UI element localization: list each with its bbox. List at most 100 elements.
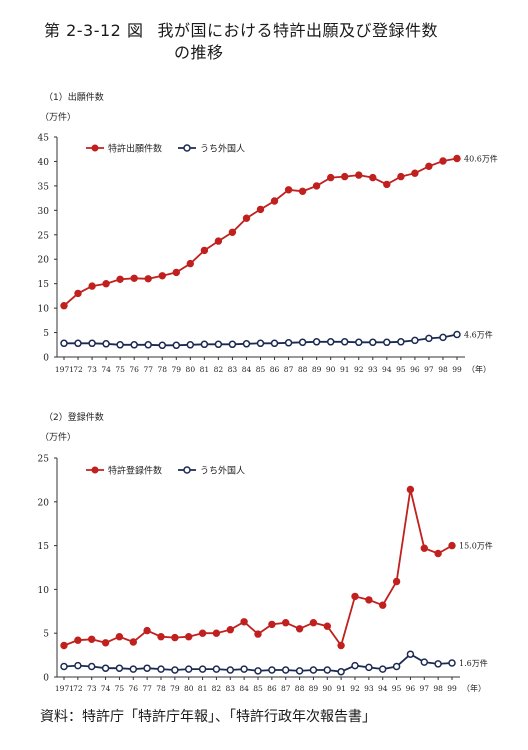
chart1-series-1-point xyxy=(228,228,237,237)
chart2-series-2-point xyxy=(351,661,359,670)
chart1-series-1-point xyxy=(172,268,181,277)
chart1-series-1-point xyxy=(116,275,124,283)
chart1-xtick-label: 77 xyxy=(143,365,153,374)
chart2-series-2-point xyxy=(240,665,248,673)
chart1-xtick-label: 98 xyxy=(438,365,448,374)
chart2-series-2-point xyxy=(378,665,387,673)
chart2-series-1-point xyxy=(323,622,331,630)
chart2-series-2-point xyxy=(365,663,373,672)
chart2-legend-1-label: 特許登録件数 xyxy=(108,465,162,477)
chart2-series-1-point xyxy=(448,541,456,550)
chart2-series-2-point xyxy=(392,662,401,671)
chart2-xtick-label: 97 xyxy=(420,684,430,693)
figure-title-line2: の推移 xyxy=(174,43,224,62)
chart2-series-1-point xyxy=(392,577,401,586)
chart2-series-2-point xyxy=(434,660,442,668)
chart1-xtick-label: 99 xyxy=(452,365,462,374)
chart2-series-2-point xyxy=(87,662,96,671)
chart1-ytick-label: 30 xyxy=(38,207,50,217)
chart1-series-1-point xyxy=(74,289,82,298)
chart2-series-1-point xyxy=(351,592,359,601)
chart1-series-2-point xyxy=(340,338,349,346)
chart1-series-2-point xyxy=(214,340,223,349)
chart1-xtick-label: 79 xyxy=(172,365,182,374)
chart1-xtick-label: 95 xyxy=(396,365,406,374)
figure-title: 第 2-3-12 図我が国における特許出願及び登録件数 の推移 xyxy=(44,20,504,64)
chart1-series-1-point xyxy=(439,157,447,165)
chart2-xtick-label: 94 xyxy=(378,684,388,693)
chart1-series-2-point xyxy=(144,341,152,349)
chart2-series-1-point xyxy=(365,596,373,604)
chart1-series-1-point xyxy=(186,259,195,268)
chart1-series-2-point xyxy=(102,340,110,348)
chart2-legend-1-marker xyxy=(91,466,99,474)
chart1-ytick-label: 25 xyxy=(38,231,50,241)
chart1-xtick-label: 74 xyxy=(101,365,111,374)
chart1-xtick-label: 92 xyxy=(354,365,364,374)
chart2-series-1-point xyxy=(129,638,138,646)
chart2-xtick-label: 86 xyxy=(267,684,277,693)
chart2-xtick-label: 75 xyxy=(115,684,125,693)
chart2-series-1-point xyxy=(115,633,124,641)
chart2-series-2-point xyxy=(60,662,68,671)
chart2-series-1-end-label: 15.0万件 xyxy=(459,541,493,551)
chart2-xtick-label: 91 xyxy=(336,684,346,693)
chart1-series-2-end-label: 4.6万件 xyxy=(464,330,493,340)
chart1-ytick-label: 0 xyxy=(43,354,49,364)
chart1-xtick-label: 73 xyxy=(87,365,97,374)
chart2-series-2-point xyxy=(254,667,262,675)
chart1-series-2-point xyxy=(186,341,195,349)
chart2-series-1-point xyxy=(282,619,290,627)
chart1-series-1-point xyxy=(298,187,307,196)
chart2-series-2-point xyxy=(157,665,165,673)
chart2-xtick-label: 1971 xyxy=(55,684,74,693)
chart1-xtick-label: 93 xyxy=(368,365,378,374)
chart1-series-1-point xyxy=(284,186,293,194)
chart1-series-2-point xyxy=(116,341,124,349)
chart1-xtick-label: 89 xyxy=(312,365,322,374)
chart1-series-2-point xyxy=(411,336,419,345)
chart1-series-1-point xyxy=(242,214,251,222)
chart2-series-1-point xyxy=(434,549,442,558)
chart1-series-1-point xyxy=(411,169,419,177)
chart1-xtick-label: 75 xyxy=(115,365,125,374)
chart2-xtick-label: 96 xyxy=(406,684,416,693)
chart1-series-2-point xyxy=(270,339,279,348)
chart1-ytick-label: 40 xyxy=(38,158,50,168)
chart2-series-1-point xyxy=(74,636,82,644)
chart2-series-1-point xyxy=(157,633,165,641)
chart1-series-1-point xyxy=(200,246,209,255)
chart2-xtick-label: 95 xyxy=(392,684,402,693)
chart1-xtick-label: 84 xyxy=(242,365,252,374)
chart2-series-1-point xyxy=(226,626,235,634)
chart1-series-1-point xyxy=(425,162,433,171)
chart2-series-1-point xyxy=(185,633,193,641)
chart2-series-1-point xyxy=(295,625,304,633)
chart2-xtick-label: 82 xyxy=(212,684,222,693)
chart1-series-2-point xyxy=(60,339,68,348)
chart2-series-2-point xyxy=(295,667,304,675)
chart2-xtick-label: 90 xyxy=(323,684,333,693)
chart1-series-1-point xyxy=(270,197,279,205)
chart2-series-2-point xyxy=(171,666,179,674)
chart1-series-1-point xyxy=(383,180,391,189)
chart2-xtick-label: 89 xyxy=(309,684,319,693)
chart1-series-2-point xyxy=(200,340,209,349)
chart1-xtick-label: 94 xyxy=(382,365,392,374)
chart2-series-2-point xyxy=(129,665,138,673)
chart2-series-2-point xyxy=(337,667,345,676)
chart2-series-1-point xyxy=(198,629,207,637)
chart1-series-2-point xyxy=(298,338,307,347)
chart1-series-2-point xyxy=(172,341,181,350)
chart1-xtick-label: 82 xyxy=(214,365,224,374)
chart2-series-2-point xyxy=(143,664,151,672)
chart1-series-2-point xyxy=(88,339,96,348)
chart2-series-1-point xyxy=(143,626,151,635)
chart2-series-1-point xyxy=(101,639,110,647)
chart1-xtick-label: 86 xyxy=(270,365,280,374)
chart1-ytick-label: 35 xyxy=(38,182,50,192)
chart1-series-1-end-label: 40.6万件 xyxy=(464,154,498,164)
chart2-xtick-label: 85 xyxy=(253,684,263,693)
chart2-series-2-point xyxy=(184,665,193,673)
